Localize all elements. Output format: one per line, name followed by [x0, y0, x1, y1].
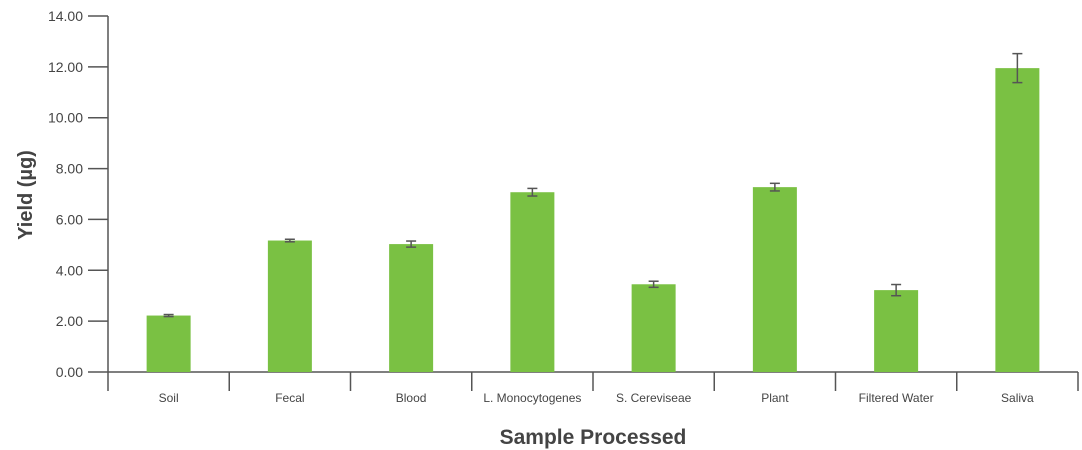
y-axis-title: Yield (µg): [15, 150, 37, 240]
y-tick-label: 12.00: [48, 59, 83, 75]
bar: [753, 187, 797, 372]
y-tick-label: 2.00: [56, 313, 83, 329]
y-tick-label: 6.00: [56, 211, 83, 227]
x-axis-title: Sample Processed: [500, 426, 687, 449]
bar: [147, 316, 191, 372]
x-category-label: Saliva: [1001, 391, 1034, 405]
bar: [389, 244, 433, 372]
x-category-label: Blood: [396, 391, 427, 405]
x-category-label: S. Cereviseae: [616, 391, 692, 405]
y-tick-label: 14.00: [48, 8, 83, 24]
x-category-label: L. Monocytogenes: [483, 391, 581, 405]
bar: [995, 68, 1039, 372]
y-tick-label: 4.00: [56, 262, 83, 278]
x-axis: Soil Fecal Blood L. Monocytogenes S. Cerevis…: [108, 372, 1078, 405]
bars: [147, 68, 1040, 372]
y-axis: 0.00 2.00 4.00 6.00 8.00 10.00 12.00 14.00: [48, 8, 108, 380]
bar: [874, 290, 918, 372]
x-category-label: Soil: [159, 391, 179, 405]
y-tick-label: 8.00: [56, 161, 83, 177]
x-category-label: Fecal: [275, 391, 304, 405]
x-category-label: Plant: [761, 391, 789, 405]
bar: [632, 284, 676, 372]
y-tick-label: 10.00: [48, 110, 83, 126]
y-tick-label: 0.00: [56, 364, 83, 380]
bar: [268, 241, 312, 372]
bar: [510, 192, 554, 372]
x-category-label: Filtered Water: [859, 391, 934, 405]
